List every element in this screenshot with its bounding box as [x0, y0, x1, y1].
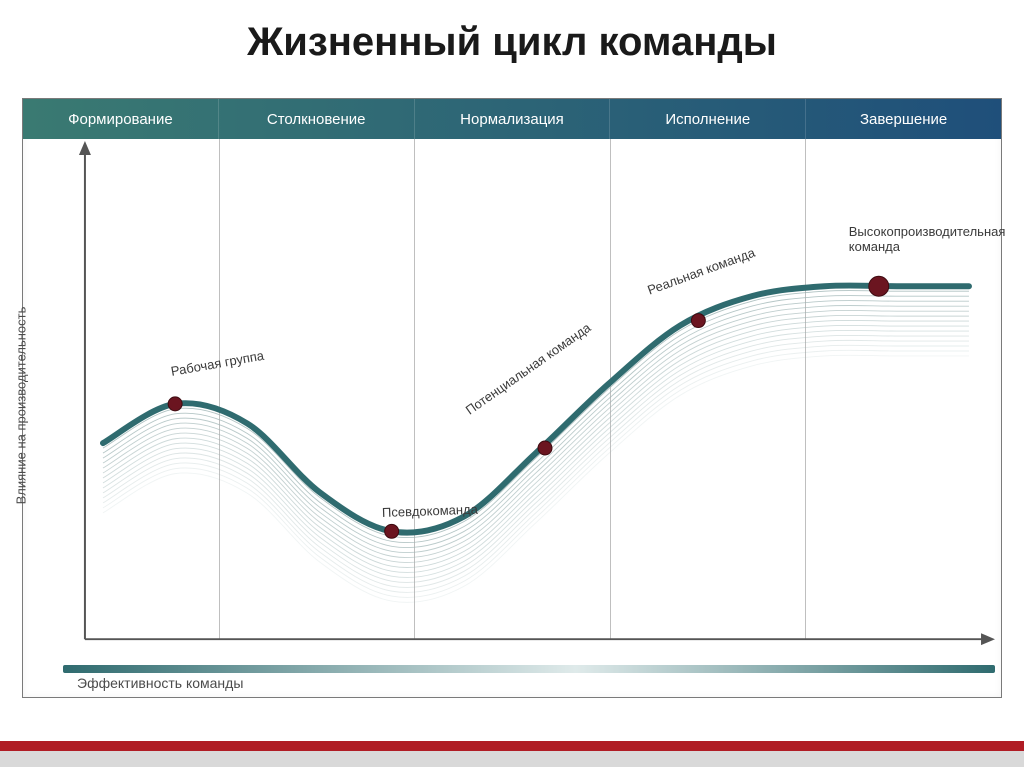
y-axis-label: Влияние на производительность: [14, 307, 29, 505]
plot-area: Рабочая группаПсевдокомандаПотенциальная…: [57, 139, 995, 691]
phase-col-4: Завершение: [806, 99, 1001, 139]
page-title: Жизненный цикл команды: [0, 0, 1024, 81]
chart-frame: ФормированиеСтолкновениеНормализацияИспо…: [22, 98, 1002, 698]
bottom-gradient-bar: [63, 665, 995, 673]
chart-svg: [57, 139, 995, 691]
x-axis-label: Эффективность команды: [77, 675, 243, 691]
phase-header: ФормированиеСтолкновениеНормализацияИспо…: [23, 99, 1001, 139]
footer-bar: [0, 741, 1024, 767]
curve-label-4: Высокопроизводительная команда: [849, 224, 1006, 254]
phase-col-0: Формирование: [23, 99, 219, 139]
phase-col-1: Столкновение: [219, 99, 415, 139]
phase-col-2: Нормализация: [415, 99, 611, 139]
phase-col-3: Исполнение: [610, 99, 806, 139]
